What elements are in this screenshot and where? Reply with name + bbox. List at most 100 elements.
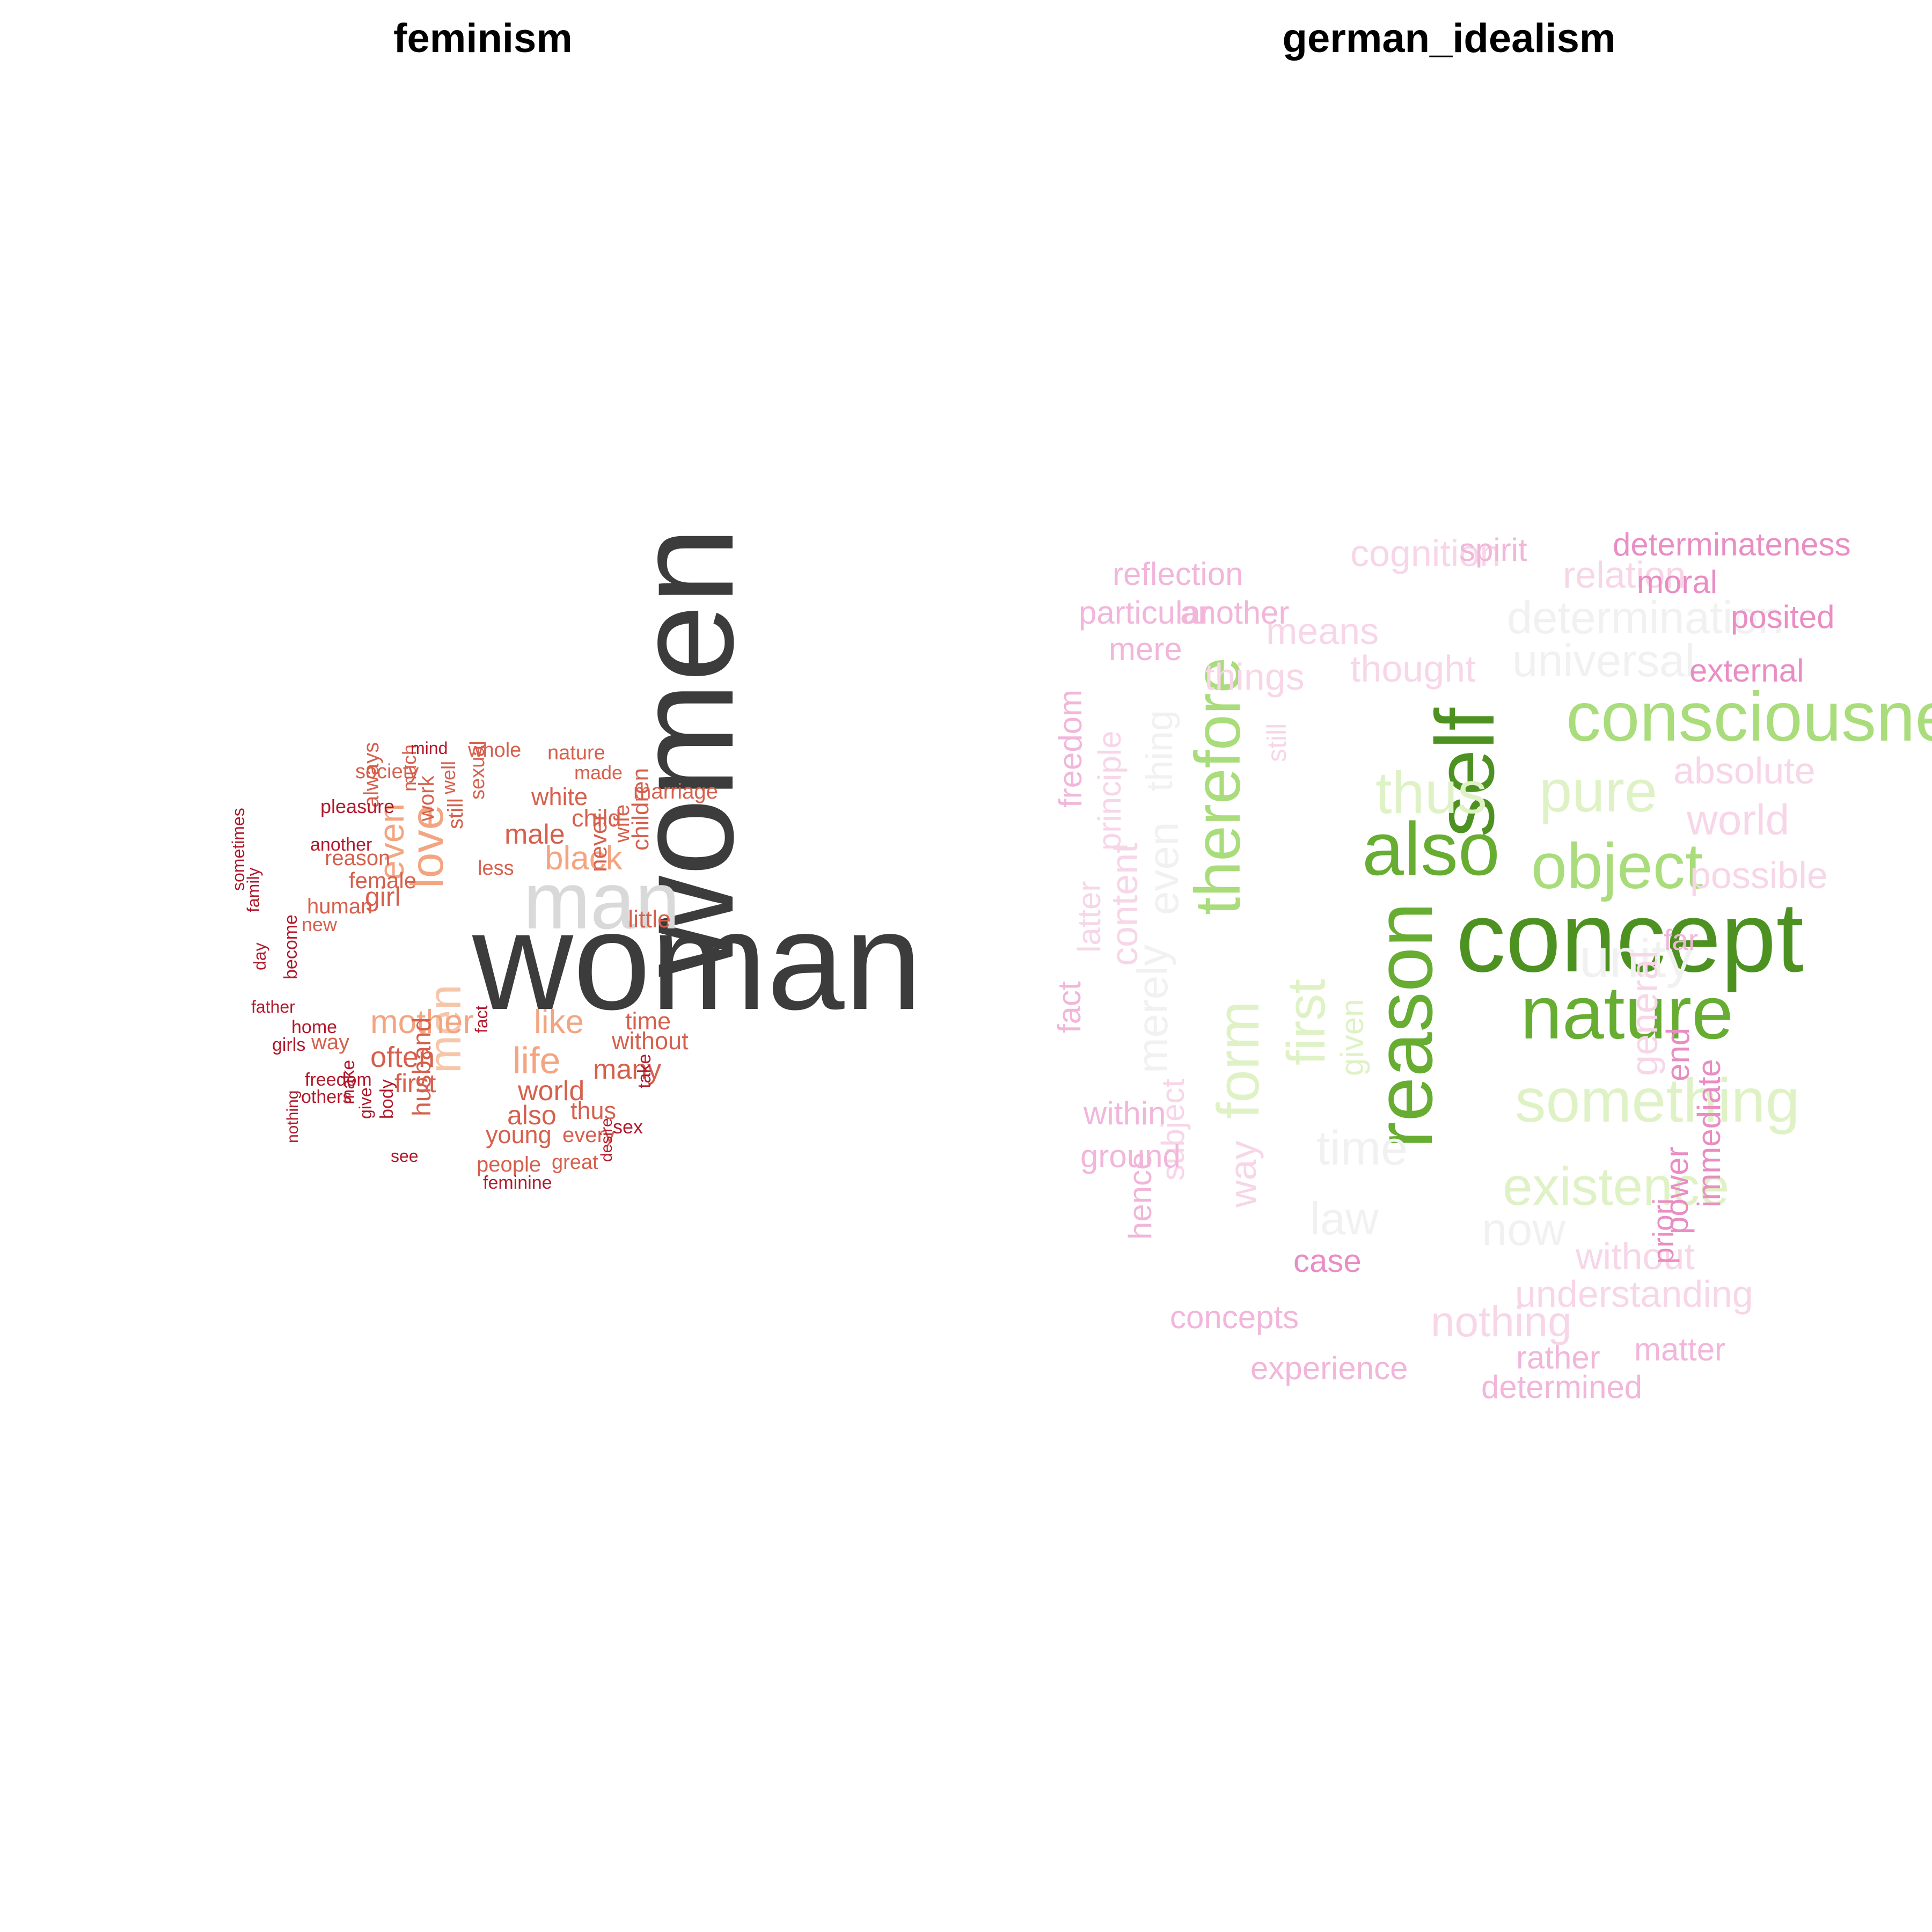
word-determination: determination — [1507, 592, 1783, 643]
word-consciousness: consciousness — [1566, 677, 1932, 756]
word-girl: girl — [365, 882, 401, 912]
word-thing: thing — [1138, 710, 1180, 792]
word-thought: thought — [1350, 648, 1476, 690]
word-love: love — [402, 804, 453, 888]
word-determined: determined — [1481, 1369, 1642, 1405]
word-nature: nature — [1520, 970, 1733, 1055]
word-reason: reason — [325, 846, 390, 870]
word-existence: existence — [1503, 1157, 1729, 1217]
word-well: well — [437, 761, 459, 795]
word-subject: subject — [1155, 1079, 1191, 1181]
word-girls: girls — [272, 1035, 305, 1055]
word-also: also — [507, 1100, 557, 1130]
word-without: without — [611, 1027, 689, 1055]
word-now: now — [1482, 1204, 1566, 1255]
word-reflection: reflection — [1113, 556, 1243, 592]
word-human: human — [307, 895, 372, 918]
word-also: also — [1362, 807, 1500, 891]
word-white: white — [531, 783, 588, 810]
word-less: less — [478, 857, 514, 880]
word-sexual: sexual — [466, 741, 489, 800]
word-always: always — [360, 742, 383, 808]
word-world: world — [1686, 796, 1789, 844]
word-give: give — [356, 1087, 375, 1119]
word-society: society — [355, 760, 419, 783]
word-mother: mother — [370, 1004, 474, 1041]
word-sometimes: sometimes — [229, 808, 248, 891]
word-desire: desire — [598, 1118, 616, 1162]
word-immediate: immediate — [1691, 1059, 1727, 1208]
word-general: general — [1623, 950, 1665, 1076]
word-world: world — [517, 1075, 584, 1107]
word-man: man — [523, 855, 680, 946]
word-possible: possible — [1690, 854, 1828, 896]
word-become: become — [281, 914, 301, 979]
word-husband: husband — [408, 1018, 436, 1116]
word-marriage: marriage — [633, 780, 718, 803]
word-content: content — [1103, 843, 1145, 966]
word-made: made — [574, 762, 623, 784]
word-determinateness: determinateness — [1613, 526, 1851, 562]
word-power: power — [1659, 1147, 1695, 1234]
word-life: life — [513, 1040, 560, 1081]
word-matter: matter — [1634, 1331, 1725, 1367]
word-unity: unity — [1579, 928, 1693, 989]
word-still: still — [1262, 723, 1292, 762]
word-even: even — [371, 803, 411, 880]
word-child: child — [572, 804, 621, 832]
word-sex: sex — [613, 1116, 643, 1138]
word-many: many — [593, 1054, 661, 1085]
word-take: take — [634, 1054, 655, 1088]
word-therefore: therefore — [1182, 657, 1254, 915]
word-another: another — [310, 835, 372, 855]
word-young: young — [486, 1121, 552, 1148]
word-universal: universal — [1512, 635, 1695, 686]
word-feminine: feminine — [483, 1173, 552, 1193]
word-like: like — [534, 1004, 584, 1041]
word-mind: mind — [411, 738, 448, 758]
word-rather: rather — [1516, 1340, 1600, 1375]
word-mere: mere — [1109, 631, 1182, 667]
word-case: case — [1293, 1243, 1362, 1279]
word-woman: woman — [470, 883, 922, 1039]
word-object: object — [1531, 830, 1703, 902]
word-fact: fact — [472, 1005, 491, 1033]
word-freedom: freedom — [1052, 690, 1088, 808]
word-even: even — [1139, 822, 1187, 915]
chart-title: feminism — [393, 16, 573, 61]
word-thus: thus — [1375, 760, 1487, 826]
word-time: time — [1316, 1122, 1408, 1175]
word-concept: concept — [1456, 882, 1804, 993]
word-wife: wife — [610, 804, 634, 843]
word-make: make — [338, 1060, 358, 1104]
word-black: black — [545, 840, 623, 877]
word-nothing: nothing — [284, 1091, 302, 1143]
word-pleasure: pleasure — [320, 795, 394, 817]
word-freedom: freedom — [305, 1070, 372, 1090]
word-posited: posited — [1731, 599, 1834, 635]
word-children: children — [627, 768, 654, 851]
word-particular: particular — [1079, 595, 1211, 631]
word-female: female — [349, 868, 416, 893]
chart-title: german_idealism — [1282, 16, 1616, 61]
word-things: things — [1204, 656, 1305, 698]
word-men: men — [420, 985, 471, 1073]
word-work: work — [415, 775, 438, 822]
word-nature: nature — [547, 742, 605, 764]
word-reason: reason — [1359, 902, 1449, 1148]
word-people: people — [477, 1153, 541, 1176]
word-within: within — [1083, 1095, 1166, 1131]
word-others: others — [301, 1087, 352, 1107]
word-every: every — [562, 1123, 615, 1147]
word-absolute: absolute — [1673, 750, 1816, 792]
word-relation: relation — [1563, 554, 1686, 596]
word-nothing: nothing — [1431, 1298, 1571, 1345]
word-women: women — [607, 527, 763, 979]
word-hence: hence — [1122, 1152, 1158, 1240]
word-great: great — [552, 1151, 598, 1174]
word-moral: moral — [1637, 564, 1717, 600]
wordcloud-panel-feminism: feminism woman women man men love even black mo… — [229, 16, 922, 1193]
word-self: self — [1418, 707, 1511, 837]
word-something: something — [1515, 1066, 1800, 1135]
word-without: without — [1575, 1235, 1695, 1277]
